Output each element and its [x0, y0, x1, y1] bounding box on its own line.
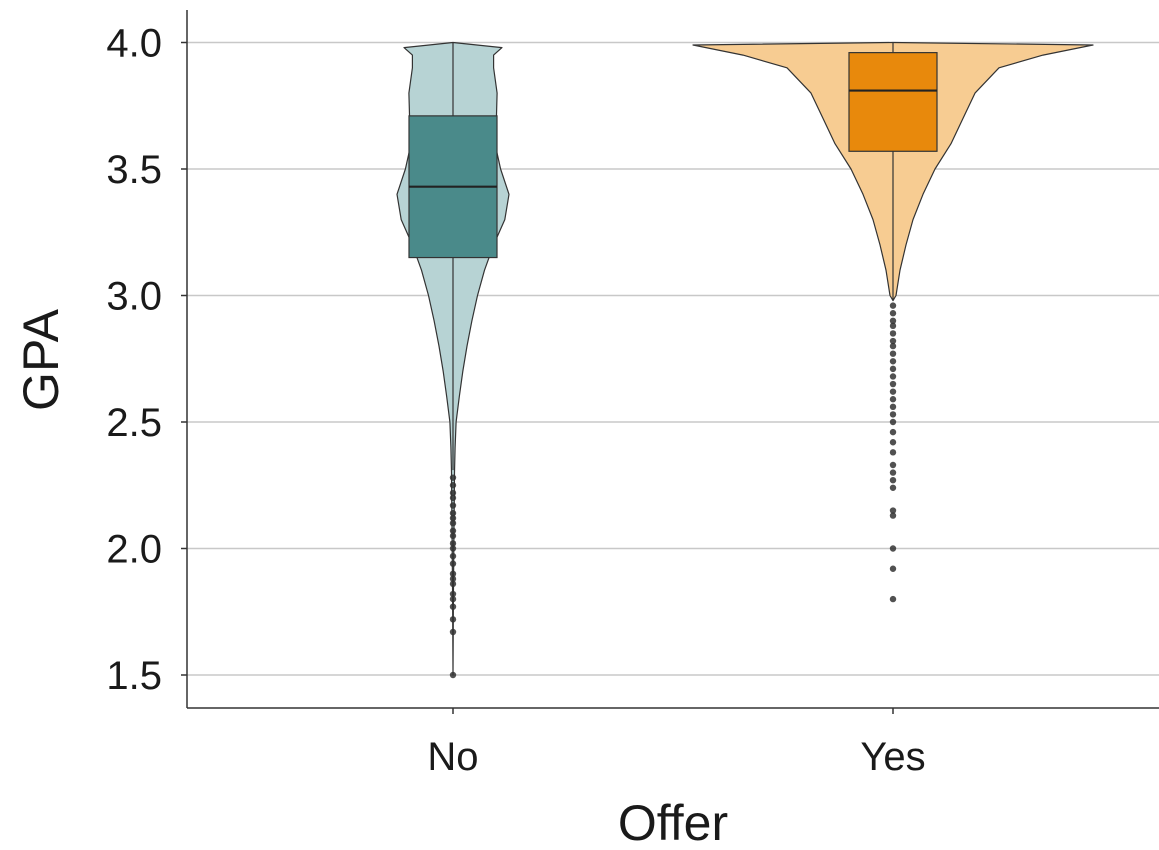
y-tick-label: 2.0 [106, 528, 162, 572]
outlier-point [449, 494, 457, 502]
y-tick-label: 4.0 [106, 22, 162, 66]
violins [396, 41, 1094, 679]
outlier-point [449, 474, 457, 481]
outlier-point [889, 365, 897, 373]
outlier-point [889, 439, 897, 446]
y-tick-label: 3.5 [106, 148, 162, 192]
violin-group-no [396, 41, 510, 679]
violin-group-yes [692, 41, 1094, 603]
outlier-point [889, 469, 897, 476]
outlier-point [889, 418, 897, 426]
outlier-point [449, 509, 457, 517]
outlier-point [449, 590, 457, 598]
outlier-point [449, 603, 457, 610]
outlier-point [449, 552, 457, 560]
outlier-point [889, 337, 897, 345]
outlier-point [889, 484, 897, 491]
x-tick-label: No [427, 735, 478, 779]
outlier-point [889, 512, 897, 519]
outlier-point [889, 595, 897, 603]
outlier-point [449, 595, 457, 603]
outlier-point [889, 461, 897, 469]
outlier-point [449, 570, 457, 577]
outlier-point [889, 322, 897, 330]
outlier-point [889, 388, 897, 395]
outlier-point [889, 310, 897, 317]
outlier-point [449, 482, 457, 489]
outlier-point [449, 545, 457, 552]
outlier-point [889, 317, 897, 324]
outlier-point [889, 380, 897, 388]
outlier-point [889, 358, 897, 365]
outlier-point [449, 616, 457, 623]
outlier-point [889, 342, 897, 350]
outlier-point [449, 540, 457, 547]
y-tick-label: 1.5 [106, 654, 162, 698]
y-ticks: 1.5 2.0 2.5 3.0 3.5 4.0 [106, 22, 187, 698]
outlier-point [449, 514, 457, 522]
outlier-point [889, 449, 897, 456]
outlier-point [889, 411, 897, 418]
y-axis-title: GPA [13, 308, 69, 411]
outlier-point [449, 575, 457, 583]
outlier-point [449, 502, 457, 509]
x-tick-label: Yes [860, 735, 925, 779]
x-ticks: No Yes [427, 708, 926, 779]
outlier-point [449, 532, 457, 540]
outlier-point [449, 560, 457, 567]
y-tick-label: 3.0 [106, 275, 162, 319]
outlier-point [889, 507, 897, 514]
box-yes [848, 52, 938, 152]
outlier-point [889, 396, 897, 403]
outlier-point [889, 476, 897, 484]
outlier-point [449, 628, 457, 636]
outlier-point [889, 373, 897, 380]
outlier-point [889, 545, 897, 552]
outlier-point [449, 520, 457, 527]
outlier-point [889, 428, 897, 436]
outlier-point [889, 350, 897, 357]
outlier-point [449, 527, 457, 534]
outlier-point [889, 302, 897, 309]
outlier-point [449, 489, 457, 497]
outlier-point [449, 671, 457, 679]
outlier-point [889, 403, 897, 411]
outlier-point [889, 330, 897, 337]
x-axis-title: Offer [618, 795, 728, 850]
y-tick-label: 2.5 [106, 401, 162, 445]
gridlines [187, 41, 1159, 676]
axes [186, 10, 1159, 709]
outlier-point [449, 580, 457, 588]
outlier-point [889, 565, 897, 572]
